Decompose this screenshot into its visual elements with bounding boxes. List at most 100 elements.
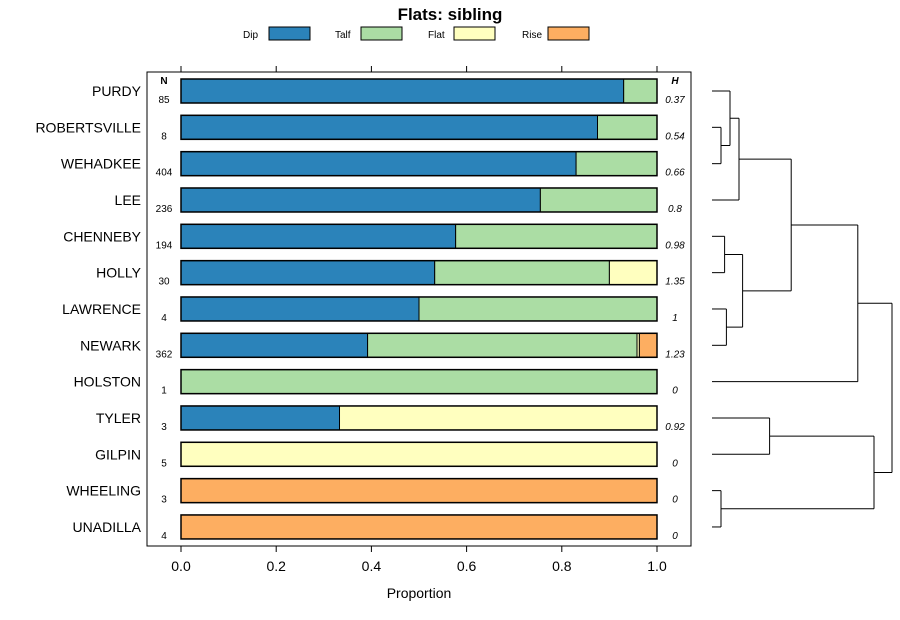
bar-segment-talf [455,223,658,249]
bar-segment-talf [180,369,658,395]
bar-outline [180,150,658,177]
n-value: 1 [161,386,167,397]
bar-segment-rise [638,332,658,358]
bar-segment-dip [180,405,341,431]
n-value: 4 [161,313,167,324]
legend-label-flat: Flat [428,30,445,41]
x-tick-label: 0.4 [362,558,382,574]
h-value: 0.98 [665,240,685,251]
bar-outline [180,441,658,468]
category-label: ROBERTSVILLE [35,119,141,135]
bar-segment-dip [180,114,598,140]
category-label: LEE [115,192,141,208]
bar-outline [180,514,658,540]
x-tick-label: 0.6 [457,558,477,574]
bar-segment-dip [180,260,436,286]
n-value: 8 [161,131,167,142]
bar-segment-talf [623,78,658,104]
bar-segment-flat [339,405,658,431]
bar-segment-dip [180,332,369,358]
n-value: 85 [158,95,170,106]
bar-outline [180,114,658,141]
x-tick-label: 0.2 [266,558,286,574]
legend-label-talf: Talf [335,30,351,41]
h-value: 0.66 [665,168,685,179]
n-value: 194 [156,240,173,251]
category-label: UNADILLA [73,519,142,535]
n-header: N [160,76,167,87]
x-axis: 0.0 0.2 0.4 0.6 0.8 1.0 [171,546,667,574]
h-value: 0.37 [665,95,685,106]
bar-row: WEHADKEE 404 0.66 [61,150,685,179]
h-value: 0.8 [668,204,682,215]
plot-frame [146,71,692,547]
bar-segment-flat [180,441,658,467]
bar-outline [180,223,658,250]
bar-row: HOLSTON 1 0 [74,368,678,397]
h-value: 0 [672,531,678,542]
h-value: 1.23 [665,349,685,360]
bar-row: UNADILLA 4 0 [73,514,678,542]
category-label: LAWRENCE [62,301,141,317]
legend-swatch-flat [453,26,496,41]
top-axis-ticks [180,66,658,72]
x-tick-label: 1.0 [647,558,667,574]
bar-outline [180,187,658,213]
h-value: 1.35 [665,277,685,288]
h-value: 1 [672,313,678,324]
bar-row: LEE 236 0.8 [115,187,682,215]
n-value: 3 [161,495,167,506]
bar-outline [180,296,658,322]
legend-label-dip: Dip [243,30,258,41]
bar-segment-rise [180,478,658,504]
legend-swatch-dip [268,26,311,41]
h-value: 0 [672,458,678,469]
bar-segment-talf [539,187,658,213]
bar-segment-talf [434,260,610,286]
bar-segment-talf [575,151,658,177]
bar-row: GILPIN 5 0 [95,441,678,469]
category-label: HOLSTON [74,374,141,390]
n-value: 362 [156,349,173,360]
n-value: 30 [158,277,170,288]
x-tick-label: 0.0 [171,558,191,574]
bar-segment-dip [180,296,420,322]
h-value: 0.92 [665,422,685,433]
dendrogram [712,90,893,528]
bar-segment-dip [180,78,625,104]
h-value: 0.54 [665,131,685,142]
bar-outline [180,477,658,504]
x-axis-label: Proportion [387,585,452,601]
bar-outline [180,78,658,104]
legend-swatch-talf [360,26,403,41]
bar-row: LAWRENCE 4 1 [62,296,678,324]
n-value: 236 [156,204,173,215]
bar-segment-dip [180,151,577,177]
legend-swatch-rise [547,26,590,41]
bar-outline [180,259,658,286]
h-header: H [671,76,679,87]
bar-segment-dip [180,187,541,213]
bar-row: CHENNEBY 194 0.98 [63,223,685,251]
category-label: TYLER [96,410,141,426]
category-label: WHEELING [66,483,141,499]
h-value: 0 [672,386,678,397]
bar-segment-talf [418,296,658,322]
n-value: 3 [161,422,167,433]
bar-segment-flat [608,260,658,286]
category-label: GILPIN [95,446,141,462]
category-label: NEWARK [80,337,142,353]
bar-row: TYLER 3 0.92 [96,405,685,433]
bar-row: PURDY 85 0.37 [92,78,685,106]
bar-row: HOLLY 30 1.35 [96,259,685,288]
bar-segment-talf [597,114,658,140]
bar-outline [180,405,658,431]
category-label: CHENNEBY [63,228,141,244]
bar-outline [180,332,658,359]
h-value: 0 [672,495,678,506]
chart-title: Flats: sibling [398,5,503,24]
n-value: 404 [156,168,173,179]
bar-segment-talf [367,332,638,358]
